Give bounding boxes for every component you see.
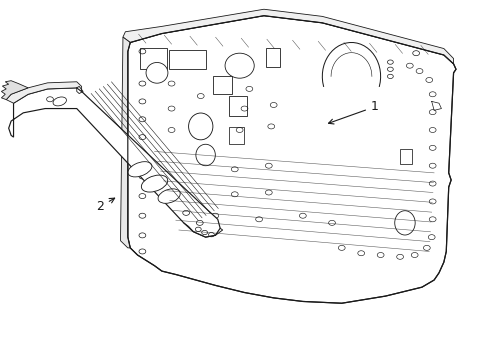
Ellipse shape <box>224 53 254 78</box>
Ellipse shape <box>128 162 152 177</box>
Polygon shape <box>127 16 455 303</box>
Ellipse shape <box>196 144 215 166</box>
Ellipse shape <box>394 211 414 235</box>
Bar <box>140 48 166 69</box>
Polygon shape <box>6 82 81 103</box>
Ellipse shape <box>53 97 66 106</box>
Polygon shape <box>120 37 130 248</box>
Ellipse shape <box>146 63 167 83</box>
Polygon shape <box>1 81 28 100</box>
Ellipse shape <box>188 113 212 140</box>
Ellipse shape <box>158 189 180 203</box>
Bar <box>266 48 280 67</box>
Bar <box>212 76 232 94</box>
Text: 1: 1 <box>328 100 378 124</box>
Polygon shape <box>9 88 220 237</box>
Bar <box>399 149 411 164</box>
Polygon shape <box>122 9 453 64</box>
Bar <box>169 50 205 69</box>
Bar <box>228 96 247 116</box>
Ellipse shape <box>141 175 167 192</box>
Text: 2: 2 <box>96 198 114 213</box>
Bar <box>228 127 243 144</box>
